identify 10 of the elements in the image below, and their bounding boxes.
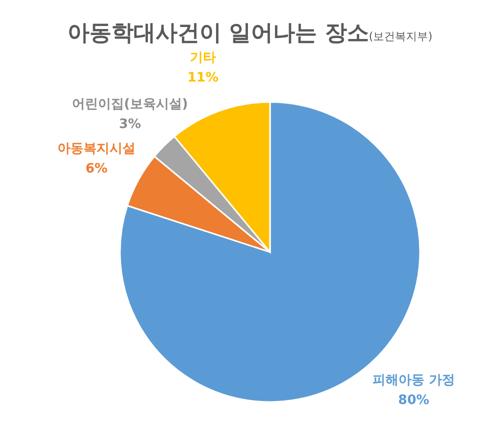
chart-subtitle: (보건복지부) bbox=[368, 30, 432, 43]
slice-label: 아동복지시설 bbox=[57, 142, 136, 157]
data-label: 11% bbox=[187, 70, 218, 86]
data-label: 80% bbox=[398, 392, 430, 408]
slice-label: 어린이집(보육시설) bbox=[72, 96, 188, 112]
slice-label: 피해아동 가정 bbox=[372, 372, 456, 388]
slice-label: 기타 bbox=[190, 50, 216, 66]
data-label: 3% bbox=[118, 116, 142, 132]
chart-title: 아동학대사건이 일어나는 장소 bbox=[68, 21, 369, 46]
data-label: 6% bbox=[85, 162, 108, 177]
